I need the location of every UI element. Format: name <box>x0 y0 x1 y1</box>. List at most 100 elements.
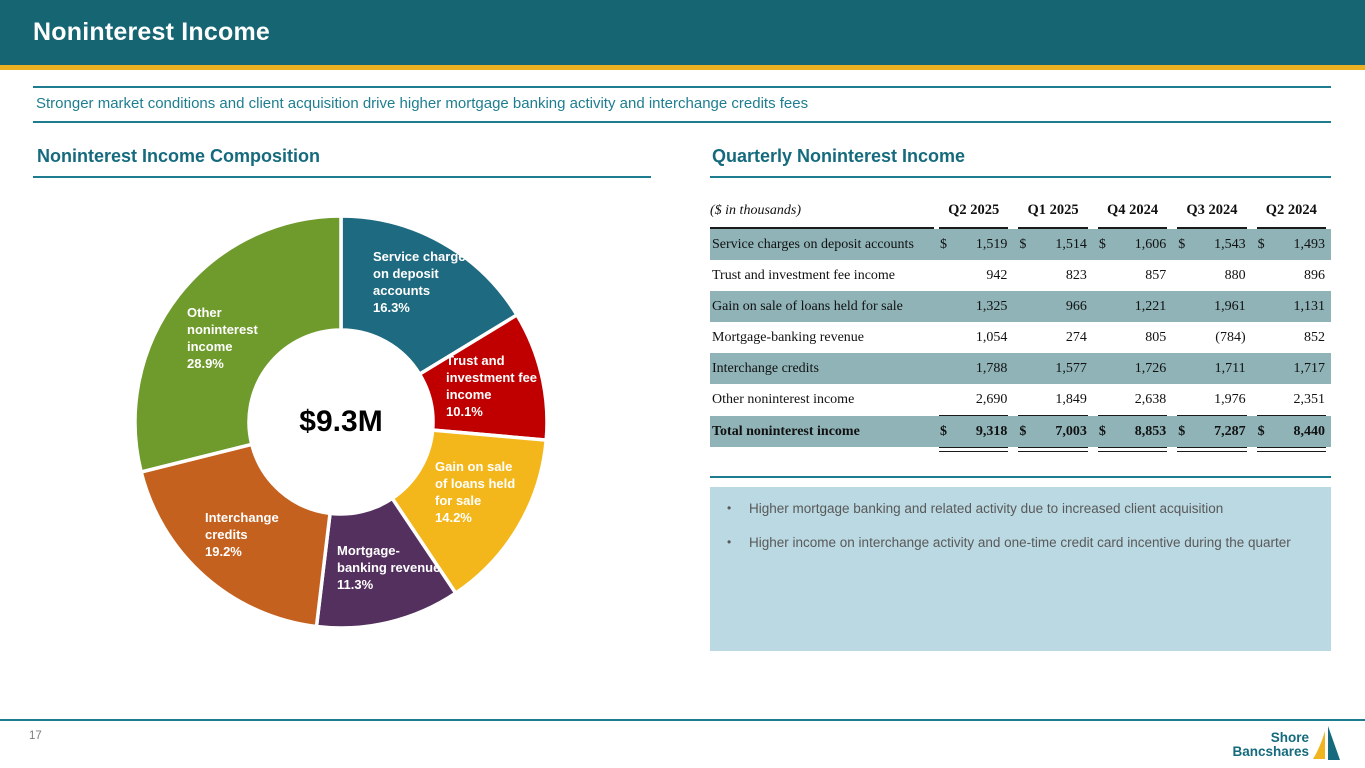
table-cell: (784) <box>1177 322 1246 353</box>
cell-value: 7,003 <box>1055 424 1087 439</box>
cell-value: 1,606 <box>1134 237 1167 252</box>
dollar-sign: $ <box>1098 424 1106 439</box>
chart-segment-label: Service charges on deposit accounts 16.3… <box>373 248 485 316</box>
table-cell: 1,577 <box>1018 353 1087 384</box>
cell-value: 2,638 <box>1134 392 1167 407</box>
table-row: Gain on sale of loans held for sale 1,32… <box>710 291 1331 322</box>
cell-value: 857 <box>1145 268 1167 283</box>
table-cell: 880 <box>1177 260 1246 291</box>
cell-value: 823 <box>1065 268 1087 283</box>
table-row: Mortgage-banking revenue 1,054 274 805 (… <box>710 322 1331 353</box>
cell-value: (784) <box>1215 330 1246 345</box>
table-cell: 942 <box>939 260 1008 291</box>
chart-segment-label: Gain on sale of loans held for sale 14.2… <box>435 458 523 526</box>
table-column-header-cell: Q1 2025 <box>1018 197 1088 229</box>
chart-segment-label: Interchange credits 19.2% <box>205 509 309 560</box>
table-cell: 1,788 <box>939 353 1008 384</box>
cell-value: 1,976 <box>1214 392 1246 407</box>
table-cell: $ 8,853 <box>1098 416 1167 447</box>
subtitle-banner: Stronger market conditions and client ac… <box>33 86 1331 123</box>
table-cell: 1,976 <box>1177 384 1247 416</box>
table-cell: 1,325 <box>939 291 1008 322</box>
cell-value: 880 <box>1224 268 1246 283</box>
table-cell: $ 7,287 <box>1177 416 1246 447</box>
cell-value: 1,577 <box>1055 361 1087 376</box>
cell-value: 1,325 <box>975 299 1008 314</box>
row-label: Interchange credits <box>712 361 819 376</box>
chart-segment-label: Mortgage-banking revenue 11.3% <box>337 542 445 593</box>
chart-segment-label: Trust and investment fee income 10.1% <box>446 352 544 420</box>
table-cell: 1,849 <box>1018 384 1088 416</box>
segment-percent: 19.2% <box>205 544 242 559</box>
dollar-sign: $ <box>1178 424 1186 439</box>
dollar-sign: $ <box>1019 424 1027 439</box>
cell-value: 1,961 <box>1214 299 1246 314</box>
left-section-heading-text: Noninterest Income Composition <box>37 146 321 166</box>
cell-value: 274 <box>1065 330 1087 345</box>
notes-divider <box>710 476 1331 478</box>
segment-name: Other noninterest income <box>187 305 258 354</box>
table-cell: $ 9,318 <box>939 416 1008 447</box>
table-total-row: Total noninterest income $ 9,318 $ 7,003… <box>710 416 1331 447</box>
table-cell: 2,690 <box>939 384 1009 416</box>
chart-segment-label: Other noninterest income 28.9% <box>187 304 279 372</box>
donut-segment-2 <box>389 428 549 596</box>
column-header: Q2 2025 <box>939 197 1009 229</box>
table-cell: 1,961 <box>1177 291 1246 322</box>
chart-center-total: $9.3M <box>299 405 383 438</box>
column-header: Q2 2024 <box>1256 197 1327 229</box>
row-label: Trust and investment fee income <box>712 268 896 283</box>
cell-value: 9,318 <box>975 424 1008 439</box>
right-section-heading: Quarterly Noninterest Income <box>710 146 1331 178</box>
segment-percent: 11.3% <box>337 577 374 592</box>
table-cell: $ 8,440 <box>1257 416 1326 447</box>
table-column-header-cell: Q2 2024 <box>1256 197 1327 229</box>
right-section-heading-text: Quarterly Noninterest Income <box>712 146 966 166</box>
bullet-icon: • <box>727 501 732 515</box>
table-cell: $ 7,003 <box>1018 416 1087 447</box>
segment-percent: 10.1% <box>446 404 483 419</box>
table-cell: 1,717 <box>1257 353 1326 384</box>
cell-value: 896 <box>1304 268 1326 283</box>
table-cell: 896 <box>1257 260 1326 291</box>
donut-segment-5 <box>133 214 343 475</box>
table-cell: 852 <box>1257 322 1326 353</box>
segment-name: Gain on sale of loans held for sale <box>435 459 516 508</box>
cell-value: 852 <box>1304 330 1326 345</box>
note-text: Higher income on interchange activity an… <box>749 535 1291 550</box>
table-cell: 2,638 <box>1097 384 1168 416</box>
cell-value: 1,711 <box>1214 361 1246 376</box>
table-header-row: ($ in thousands) Q2 2025 Q1 2025 Q4 2024… <box>710 197 1331 229</box>
double-rule-segment <box>1256 447 1327 452</box>
cell-value: 1,131 <box>1293 299 1326 314</box>
donut-segment-0 <box>339 214 520 377</box>
cell-value: 1,726 <box>1134 361 1167 376</box>
table-cell: 857 <box>1098 260 1167 291</box>
cell-value: 1,493 <box>1293 237 1326 252</box>
cell-value: 1,849 <box>1055 392 1087 407</box>
cell-value: 8,853 <box>1134 424 1167 439</box>
cell-value: 2,690 <box>975 392 1008 407</box>
donut-chart: Service charges on deposit accounts 16.3… <box>123 212 553 637</box>
table-cell: 1,726 <box>1098 353 1167 384</box>
segment-percent: 16.3% <box>373 300 410 315</box>
table-cell: $ 1,606 <box>1098 229 1167 260</box>
table-cell: 823 <box>1018 260 1087 291</box>
table-cell: 1,054 <box>939 322 1008 353</box>
table-row: Other noninterest income 2,690 1,849 2,6… <box>710 384 1331 416</box>
segment-name: Mortgage-banking revenue <box>337 543 441 575</box>
column-header: Q3 2024 <box>1177 197 1247 229</box>
gold-divider <box>0 65 1365 70</box>
left-section-heading: Noninterest Income Composition <box>33 146 651 178</box>
segment-name: Interchange credits <box>205 510 279 542</box>
donut-segment-4 <box>139 442 332 629</box>
segment-name: Trust and investment fee income <box>446 353 538 402</box>
row-label: Total noninterest income <box>712 424 860 439</box>
table-cell: $ 1,543 <box>1177 229 1246 260</box>
title-bar: Noninterest Income <box>0 0 1365 65</box>
double-rule-segment <box>939 447 1009 452</box>
company-logo: Shore Bancshares <box>1232 726 1342 764</box>
logo-line2: Bancshares <box>1232 744 1309 759</box>
table-column-header-cell: Q4 2024 <box>1097 197 1168 229</box>
